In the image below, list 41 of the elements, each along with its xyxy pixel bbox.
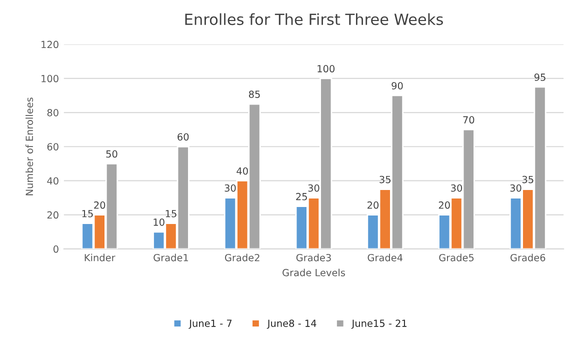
data-label: 50 [106,150,118,158]
data-label: 15 [82,210,93,218]
data-label: 90 [392,82,403,90]
data-label: 30 [224,184,236,192]
data-label: 30 [308,184,320,192]
x-tick-label: Grade4 [368,254,402,262]
legend-label: June8 - 14 [266,320,316,329]
data-label: 35 [522,176,534,184]
data-label: 20 [94,201,106,209]
x-tick-label: Grade2 [224,254,260,262]
chart-title: Enrolles for The First Three Weeks [185,13,443,26]
data-label: 30 [510,184,522,192]
data-label: 70 [463,116,474,124]
x-tick-label: Grade5 [439,254,474,262]
data-label: 85 [248,90,260,98]
data-label: 25 [296,192,307,200]
y-tick-label: 120 [42,40,58,48]
data-label: 60 [178,133,189,141]
data-label: 100 [318,65,335,72]
data-label: 15 [166,210,176,218]
x-axis-title: Grade Levels [282,268,345,276]
y-tick-label: 80 [47,109,58,116]
data-label: 35 [380,176,390,184]
x-tick-label: Grade1 [154,254,188,262]
y-tick-label: 20 [47,211,58,219]
y-axis-title: Number of Enrollees [26,98,34,196]
legend-label: June15 - 21 [351,320,407,329]
y-tick-label: 100 [42,74,58,82]
data-label: 95 [534,74,546,81]
data-label: 10 [154,218,164,226]
y-tick-label: 0 [54,245,58,253]
legend-label: June1 - 7 [188,320,232,329]
data-label: 20 [438,201,450,209]
y-tick-label: 60 [47,143,58,150]
y-tick-label: 40 [47,177,58,185]
data-label: 30 [451,184,462,192]
x-tick-label: Grade6 [510,254,546,262]
x-tick-label: Kinder [84,254,116,262]
data-label: 40 [236,167,248,175]
x-tick-label: Grade3 [296,254,331,262]
data-label: 20 [368,201,379,209]
